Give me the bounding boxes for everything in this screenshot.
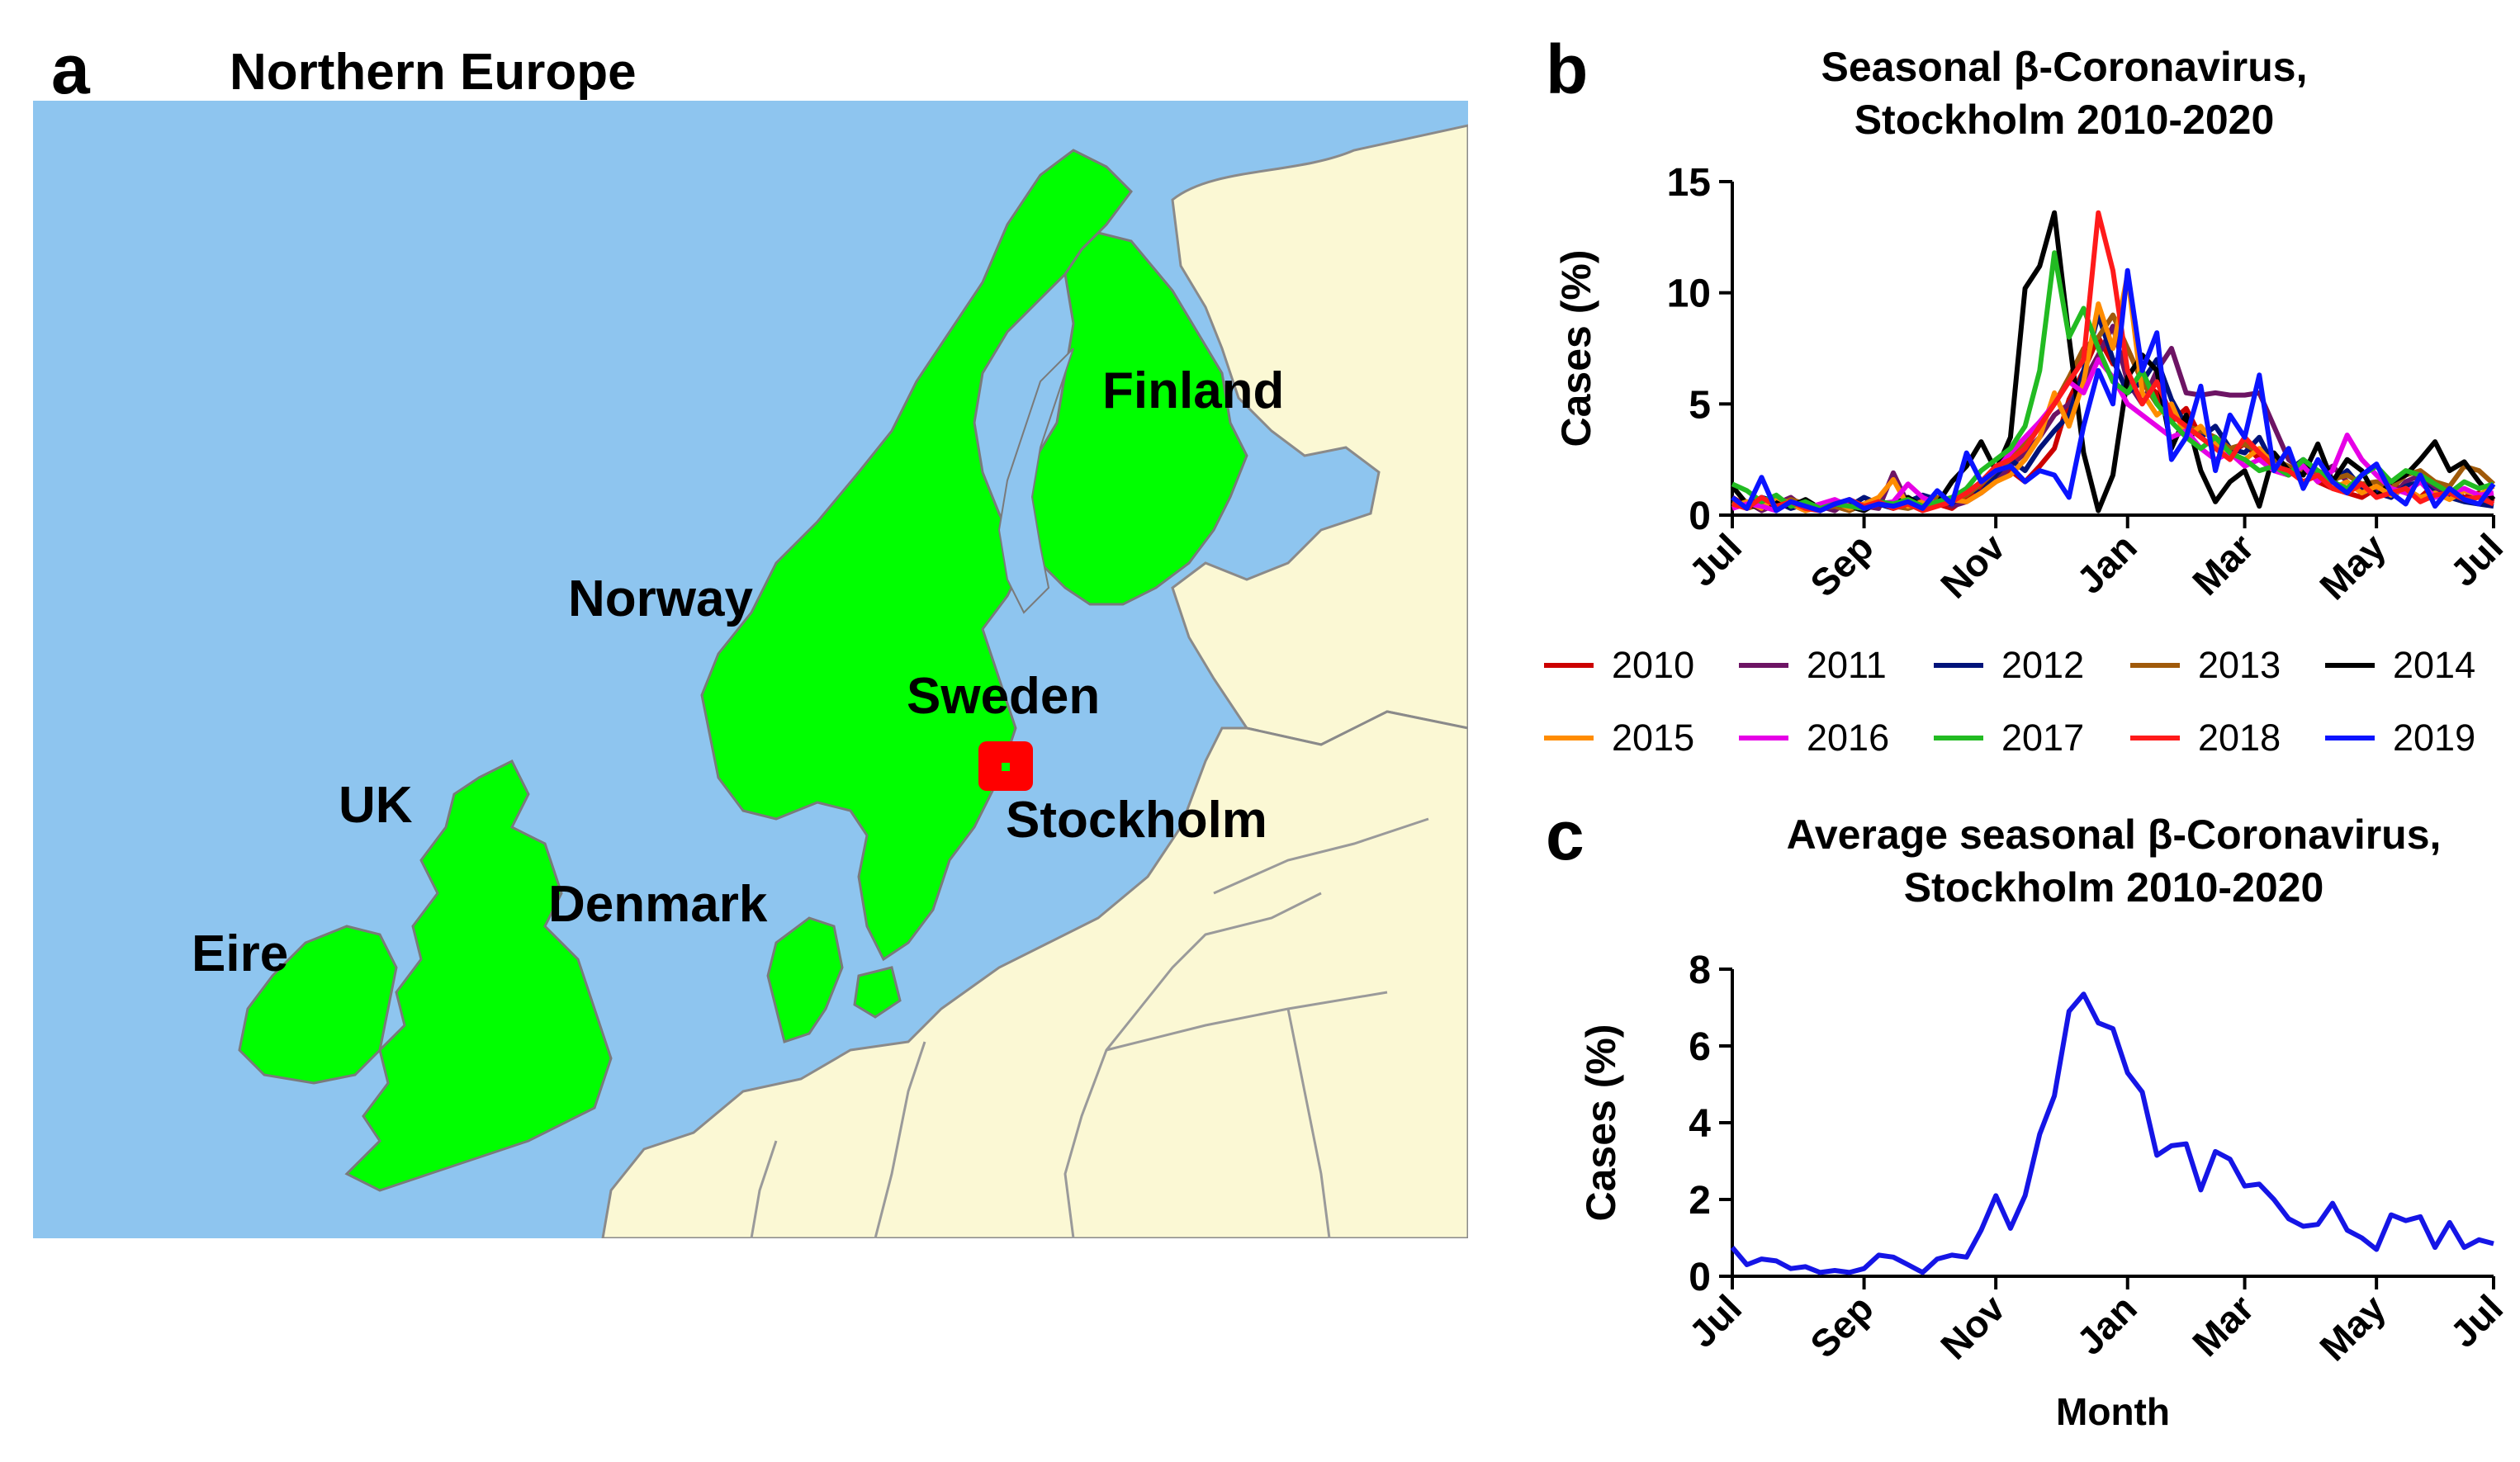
chart-c: Average seasonal β-Coronavirus, Stockholm…: [1578, 811, 2511, 1433]
label-denmark: Denmark: [548, 876, 768, 933]
y-axis-label: Cases (%): [1553, 250, 1599, 447]
chart-title: Seasonal β-Coronavirus,: [1821, 44, 2307, 90]
gulf-of-bothnia: [997, 348, 1074, 614]
legend-label: 2017: [2001, 717, 2085, 759]
label-stockholm: Stockholm: [1006, 792, 1267, 849]
legend-item: 2013: [2130, 644, 2281, 687]
legend-label: 2013: [2198, 644, 2281, 686]
y-tick-label: 10: [1667, 272, 1711, 316]
y-tick-label: 6: [1689, 1025, 1711, 1069]
legend-item: 2018: [2130, 717, 2281, 759]
legend-swatch: [1739, 736, 1788, 740]
x-tick-label: May: [2311, 525, 2394, 608]
x-tick-label: Nov: [1932, 525, 2014, 607]
chart-subtitle: Stockholm 2010-2020: [1904, 864, 2324, 911]
y-tick-label: 0: [1689, 1256, 1711, 1299]
legend-label: 2010: [1612, 644, 1695, 686]
legend-item: 2017: [1934, 717, 2084, 759]
panel-letter-c: c: [1546, 797, 1584, 874]
legend-swatch: [2130, 663, 2180, 668]
x-tick-label: Sep: [1802, 1286, 1881, 1365]
chart-subtitle: Stockholm 2010-2020: [1854, 97, 2275, 143]
stockholm-marker-dot: [1002, 763, 1010, 771]
legend-label: 2018: [2198, 717, 2281, 759]
northern-europe-map: [33, 101, 1468, 1238]
x-tick-label: Mar: [2184, 1286, 2262, 1365]
x-tick-label: Jul: [2442, 1286, 2511, 1356]
y-tick-label: 8: [1689, 949, 1711, 992]
legend-swatch: [1544, 736, 1594, 740]
land-russia: [1171, 124, 1468, 746]
legend-item: 2012: [1934, 644, 2084, 687]
chart-title: Average seasonal β-Coronavirus,: [1787, 811, 2442, 858]
legend-item: 2011: [1739, 644, 1887, 687]
legend-swatch: [1544, 663, 1594, 668]
legend-swatch: [1934, 663, 1983, 668]
land-denmark-island: [853, 966, 902, 1019]
legend-item: 2015: [1544, 717, 1694, 759]
legend-label: 2016: [1807, 717, 1890, 759]
legend-label: 2019: [2393, 717, 2476, 759]
y-tick-label: 4: [1689, 1102, 1711, 1146]
borders: [750, 817, 1429, 1238]
x-tick-label: Jan: [2068, 525, 2145, 602]
legend-label: 2012: [2001, 644, 2085, 686]
x-axis-label: Month: [2056, 1390, 2170, 1433]
land-uk: [344, 759, 613, 1192]
panel-letter-b: b: [1546, 31, 1589, 108]
map-title: Northern Europe: [230, 44, 637, 101]
x-tick-label: May: [2311, 1286, 2394, 1369]
series-line-Average: [1730, 991, 2494, 1275]
y-axis-label: Cases (%): [1578, 1024, 1624, 1222]
legend-swatch: [2130, 736, 2180, 740]
land-europe: [601, 710, 1468, 1238]
x-tick-label: Mar: [2184, 525, 2262, 603]
legend-item: 2019: [2325, 717, 2475, 759]
label-eire: Eire: [192, 925, 289, 982]
legend-swatch: [1739, 663, 1788, 668]
series-line-2019: [1731, 267, 2496, 513]
y-tick-label: 15: [1667, 161, 1711, 205]
land-denmark: [766, 916, 844, 1043]
legend-item: 2010: [1544, 644, 1694, 687]
y-tick-label: 5: [1689, 383, 1711, 427]
legend-item: 2014: [2325, 644, 2475, 687]
legend-swatch: [2325, 663, 2375, 668]
legend-swatch: [1934, 736, 1983, 740]
panel-letter-a: a: [51, 31, 90, 108]
legend-swatch: [2325, 736, 2375, 740]
label-sweden: Sweden: [907, 668, 1101, 725]
x-tick-label: Sep: [1802, 525, 1881, 604]
legend-label: 2011: [1807, 644, 1887, 686]
label-finland: Finland: [1102, 362, 1285, 419]
legend-item: 2016: [1739, 717, 1889, 759]
x-tick-label: Nov: [1932, 1286, 2014, 1368]
x-tick-label: Jan: [2068, 1286, 2145, 1363]
land-scandinavia: [700, 149, 1133, 962]
x-tick-label: Jul: [2442, 525, 2511, 594]
y-tick-label: 0: [1689, 494, 1711, 538]
y-tick-label: 2: [1689, 1179, 1711, 1223]
land-ireland: [238, 925, 398, 1085]
legend-label: 2014: [2393, 644, 2476, 686]
label-uk: UK: [339, 777, 413, 834]
legend-label: 2015: [1612, 717, 1695, 759]
chart-b: Seasonal β-Coronavirus, Stockholm 2010-20…: [1553, 44, 2511, 608]
label-norway: Norway: [568, 570, 753, 627]
